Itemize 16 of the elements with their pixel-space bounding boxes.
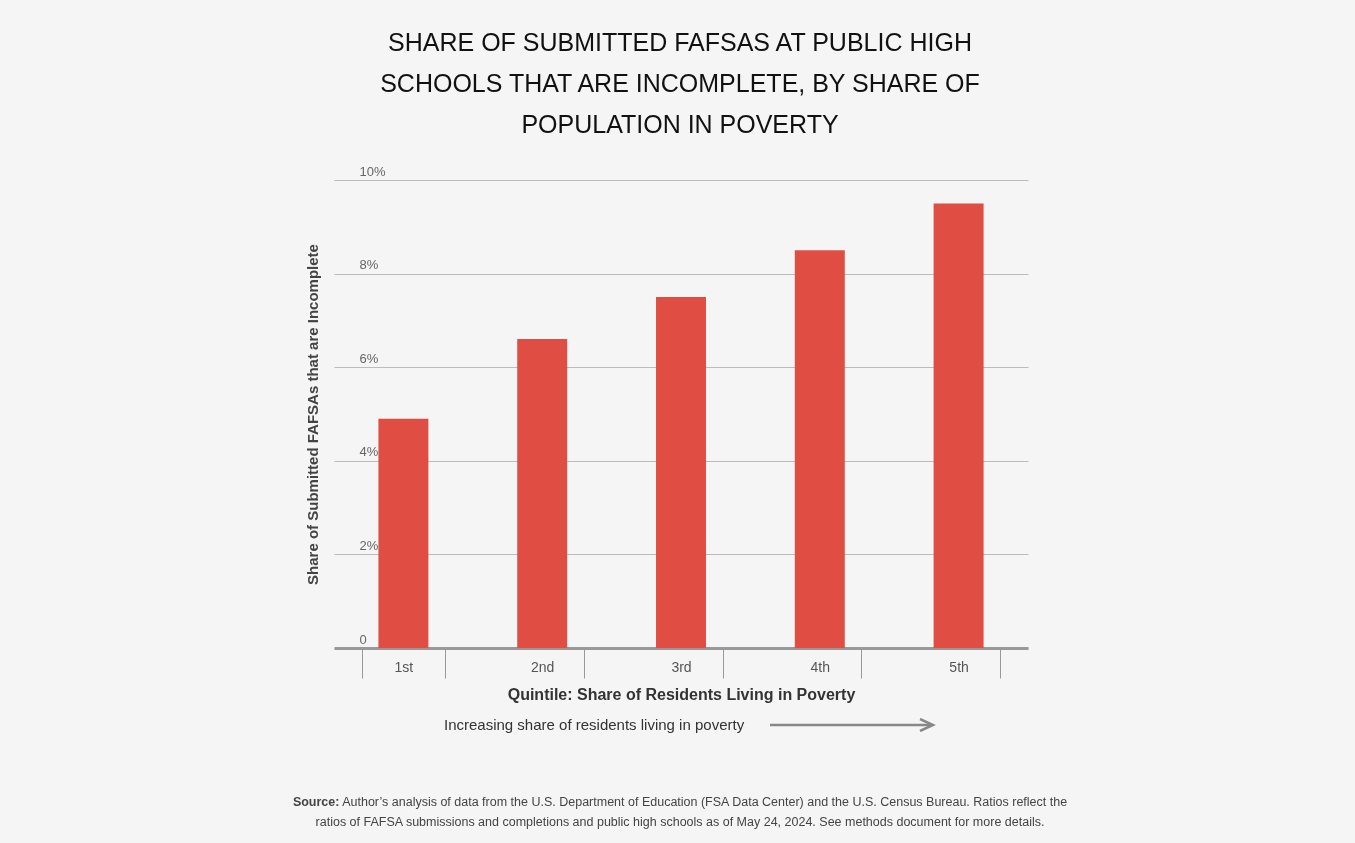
x-tick-label: 2nd: [531, 658, 555, 675]
y-tick-label: 2%: [359, 537, 379, 553]
source-note: Source: Author’s analysis of data from the U.S. Department of Education (FSA Data Center) and the U.S. Census Bureau. Ratios reflect the ratios of FAFSA submissions and completions and public high schools as of May 24, 2024. See methods document for more details.: [291, 794, 1069, 831]
y-tick-label: 6%: [359, 350, 379, 366]
x-tick-label: 4th: [810, 658, 831, 675]
chart-title: SHARE OF SUBMITTED FAFSAS AT PUBLIC HIGH SCHOOLS THAT ARE INCOMPLETE, BY SHARE OF POPULATION IN POVERTY: [380, 27, 980, 140]
y-axis-title: Share of Submitted FAFSAs that are Incomplete: [303, 244, 321, 585]
y-tick-label: 0: [359, 631, 367, 647]
y-tick-label: 4%: [359, 444, 379, 460]
x-tick-label: 5th: [949, 658, 969, 675]
x-axis-title: Quintile: Share of Residents Living in Poverty: [507, 686, 856, 703]
text: Increasing share of residents living in poverty: [444, 716, 745, 733]
y-tick-label: 10%: [359, 163, 386, 179]
x-tick-label: 1st: [394, 658, 414, 675]
y-tick-label: 8%: [359, 257, 379, 273]
x-tick-label: 3rd: [671, 658, 692, 675]
